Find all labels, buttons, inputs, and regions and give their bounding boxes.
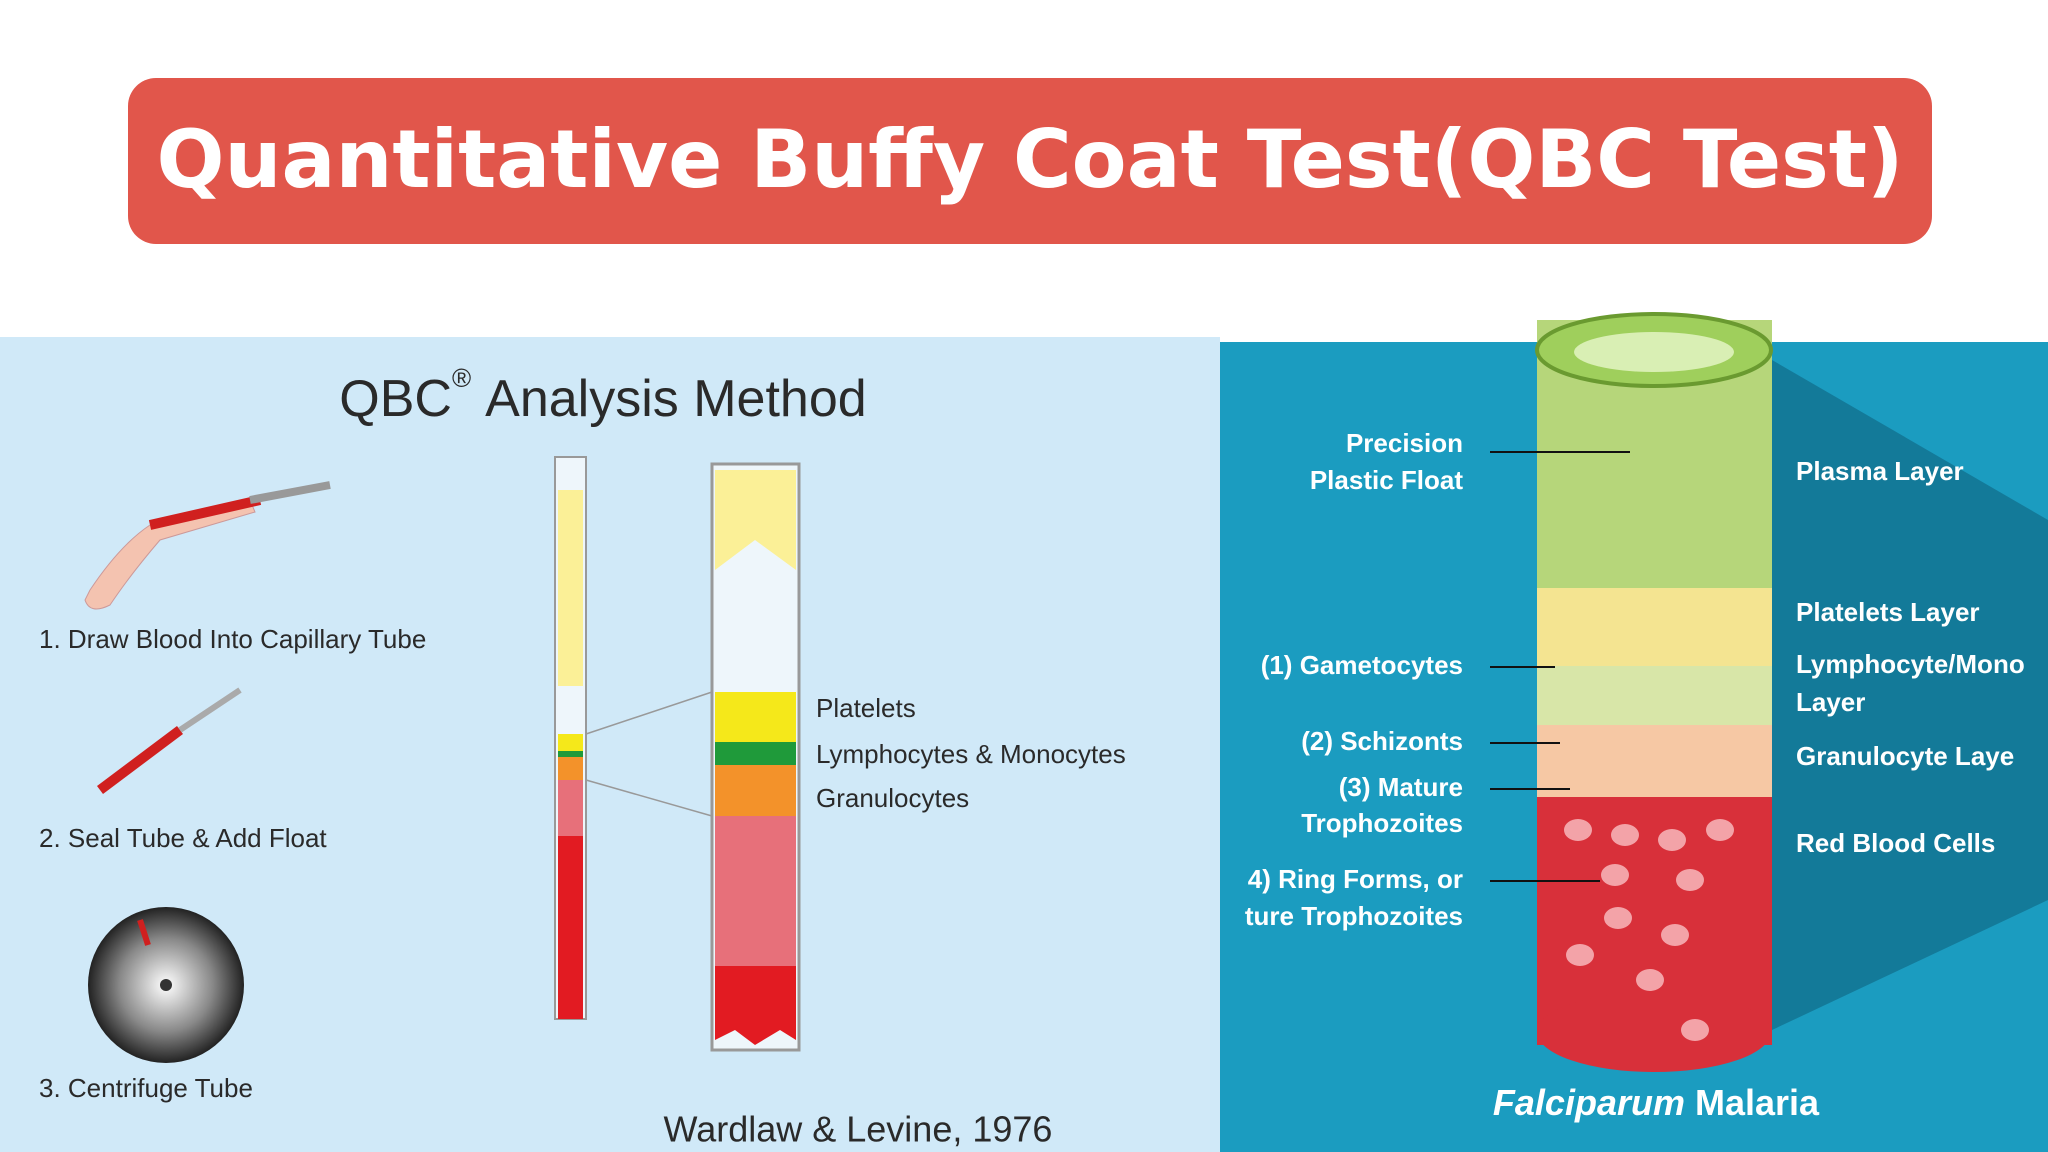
thin-tube [554,456,587,1020]
label-plasma: Plasma Layer [1796,456,1964,486]
centrifuge-hub [160,979,172,991]
shadow [1772,360,2048,1030]
step-3: 3. Centrifuge Tube [39,1073,253,1103]
qbc: QBC [339,370,452,428]
sealed-tube [97,726,183,794]
label-precision: Precision [1346,428,1463,458]
title: Quantitative Buffy Coat Test(QBC Test) [157,113,1904,206]
citation: Wardlaw & Levine, 1976 [664,1109,1053,1150]
label-lympho: Lymphocyte/Mono [1796,649,2025,679]
caption-rest: Malaria [1695,1082,1820,1123]
sealed-tube-top [178,687,242,733]
label-float: Plastic Float [1310,465,1463,495]
reg: ® [452,363,471,393]
label-ring: 4) Ring Forms, or [1248,864,1463,894]
rest: Analysis Method [485,370,867,428]
step-1: 1. Draw Blood Into Capillary Tube [39,624,426,654]
cells [1564,819,1734,1041]
layer-lymphocytes: Lymphocytes & Monocytes [816,739,1126,769]
label-rbc: Red Blood Cells [1796,828,1995,858]
capillary [249,481,331,504]
capillary-blood [148,495,262,530]
wide-tube [710,462,801,1052]
label-immature: ture Trophozoites [1245,901,1463,931]
arrows [1490,451,1630,882]
caption-italic: Falciparum [1493,1082,1685,1123]
step-2: 2. Seal Tube & Add Float [39,823,327,853]
label-granulocyte: Granulocyte Laye [1796,741,2014,771]
caption: Falciparum Malaria [1493,1082,1820,1123]
label-gametocytes: (1) Gametocytes [1261,650,1463,680]
layer-granulocytes: Granulocytes [816,783,969,813]
label-platelets: Platelets Layer [1796,597,1980,627]
label-schizonts: (2) Schizonts [1301,726,1463,756]
label-trophozoites: Trophozoites [1301,808,1463,838]
layer-platelets: Platelets [816,693,916,723]
left-title: QBC® Analysis Method [339,363,866,428]
label-layer: Layer [1796,687,1865,717]
centrifuge-tube [137,919,151,946]
title-banner [128,78,1932,244]
zoom-line [585,779,713,817]
label-mature: (3) Mature [1339,772,1463,802]
zoom-line [585,691,713,735]
